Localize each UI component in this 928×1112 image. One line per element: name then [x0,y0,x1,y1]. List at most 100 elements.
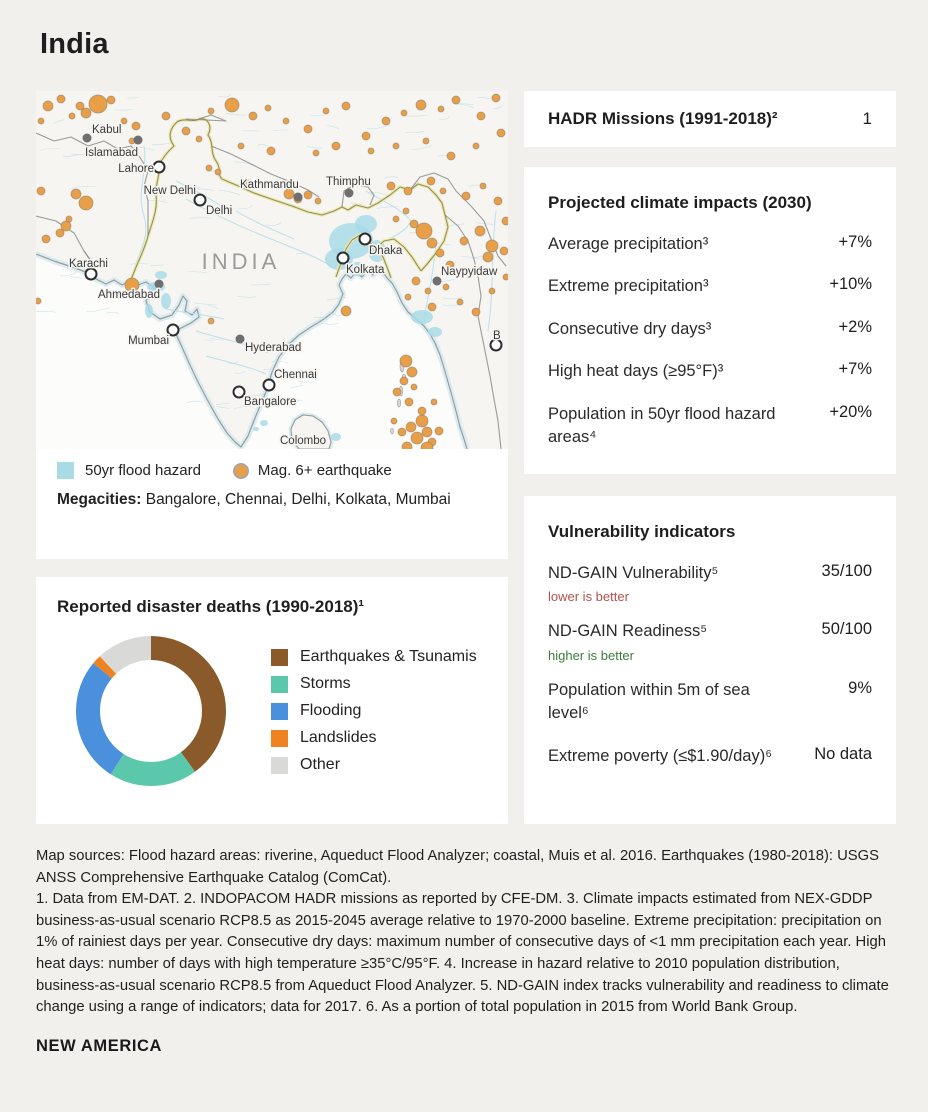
earthquake-dot [406,366,418,378]
flood-hazard-area [161,293,171,309]
river-texture [318,322,339,325]
river-texture [272,129,288,132]
earthquake-dot [474,225,486,237]
donut-chart-title: Reported disaster deaths (1990-2018)¹ [57,597,365,616]
river-texture [442,296,464,300]
hadr-missions-label: HADR Missions (1991-2018)² [548,109,778,128]
sri-lanka [290,414,332,449]
left-column: INDIA Kabul Islamabad Lahore New Delhi Delhi K… [36,91,508,824]
footnotes: Map sources: Flood hazard areas: riverin… [36,846,892,1019]
earthquake-dot [502,273,508,281]
country-border [210,145,320,198]
earthquake-dot [36,297,42,305]
earthquake-dot [442,283,450,291]
earthquake-dot [435,248,445,258]
earthquake-dot [415,414,429,428]
vulnerability-panel: Vulnerability indicators ND-GAIN Vulnera… [524,496,896,824]
river-texture [443,223,465,226]
earthquake-dot [283,188,295,200]
river-texture [376,206,400,209]
earthquake-dot [60,220,72,232]
donut-row: Earthquakes & Tsunamis Storms Flooding Land… [57,631,487,791]
island [390,427,394,435]
flood-hazard-area [411,310,433,324]
earthquake-dot [207,107,215,115]
megacity-marker-bangalore [232,385,246,399]
city-label-ahmedabad: Ahmedabad [98,289,160,301]
donut-legend-swatch [271,648,288,666]
megacities-note: Megacities: Bangalore, Chennai, Delhi, K… [57,489,487,511]
climate-label: Average precipitation³ [548,235,709,253]
earthquake-dot [264,104,272,112]
megacity-marker-karachi [84,267,98,281]
climate-row: Average precipitation³ +7% [548,233,872,256]
river [205,355,267,375]
earthquake-dot [420,441,434,449]
river-texture [188,217,212,219]
donut-legend-swatch [271,756,288,774]
river-texture [236,295,257,298]
donut-legend-item: Landslides [271,729,477,747]
earthquake-dot [451,95,461,105]
river-texture [439,115,450,120]
earthquake-dot [430,398,438,406]
earthquake-dot [42,100,54,112]
city-label-karachi: Karachi [69,258,108,270]
vulnerability-row: Extreme poverty (≤$1.90/day)⁶ No data [548,745,872,768]
river-texture [314,316,328,320]
earthquake-dot [409,219,419,229]
map-panel: INDIA Kabul Islamabad Lahore New Delhi Delhi K… [36,91,508,559]
flood-hazard-area [260,420,268,426]
river-texture [209,337,224,341]
earthquake-dot [75,101,85,111]
river-texture [326,125,339,130]
flood-hazard-area [253,427,259,431]
climate-value: +2% [838,317,872,336]
river-texture [150,264,164,266]
numbered-footnotes: 1. Data from EM-DAT. 2. INDOPACOM HADR m… [36,891,889,1016]
earthquake-dot [459,236,469,246]
earthquake-dot [405,421,417,433]
river-texture [234,371,246,374]
climate-row: High heat days (≥95°F)³ +7% [548,360,872,383]
donut-legend-item: Flooding [271,702,477,720]
donut-legend-item: Earthquakes & Tsunamis [271,648,477,666]
city-marker-kathmandu [293,192,303,202]
country-border [185,114,227,122]
city-marker-thimphu [344,188,354,198]
city-marker-kabul [82,133,92,143]
earthquake-dot [461,191,471,201]
megacities-label: Megacities: [57,491,142,508]
river-texture [218,190,240,196]
earthquake-dot [65,215,73,223]
page-title: India [40,28,109,60]
earthquake-dot [392,215,400,223]
river-texture [366,124,391,130]
earthquake-dot [181,126,191,136]
climate-impacts-rows: Average precipitation³ +7% Extreme precipi… [548,233,872,450]
city-label-kathmandu: Kathmandu [240,179,299,191]
climate-value: +10% [829,275,872,294]
river-texture [270,396,285,399]
river-texture [226,112,248,116]
megacity-marker-b [489,338,503,352]
earthquake-dot [207,317,215,325]
flood-hazard-area [355,215,377,233]
climate-value: +7% [838,233,872,251]
vulnerability-value: No data [814,744,872,763]
earthquake-dot [367,147,375,155]
earthquake-dot [426,176,436,186]
megacity-marker-lahore [152,160,166,174]
earthquake-dot [404,397,414,407]
megacity-marker-delhi [193,193,207,207]
donut-legend-swatch [271,675,288,693]
river-texture [289,400,303,402]
earthquake-dot [479,182,487,190]
donut-legend-label: Landslides [300,729,377,746]
donut-legend: Earthquakes & Tsunamis Storms Flooding Land… [271,648,477,774]
city-marker-naypyidaw [432,276,442,286]
earthquake-dot [493,196,503,206]
river-texture [264,222,282,226]
earthquake-dot [404,293,412,301]
